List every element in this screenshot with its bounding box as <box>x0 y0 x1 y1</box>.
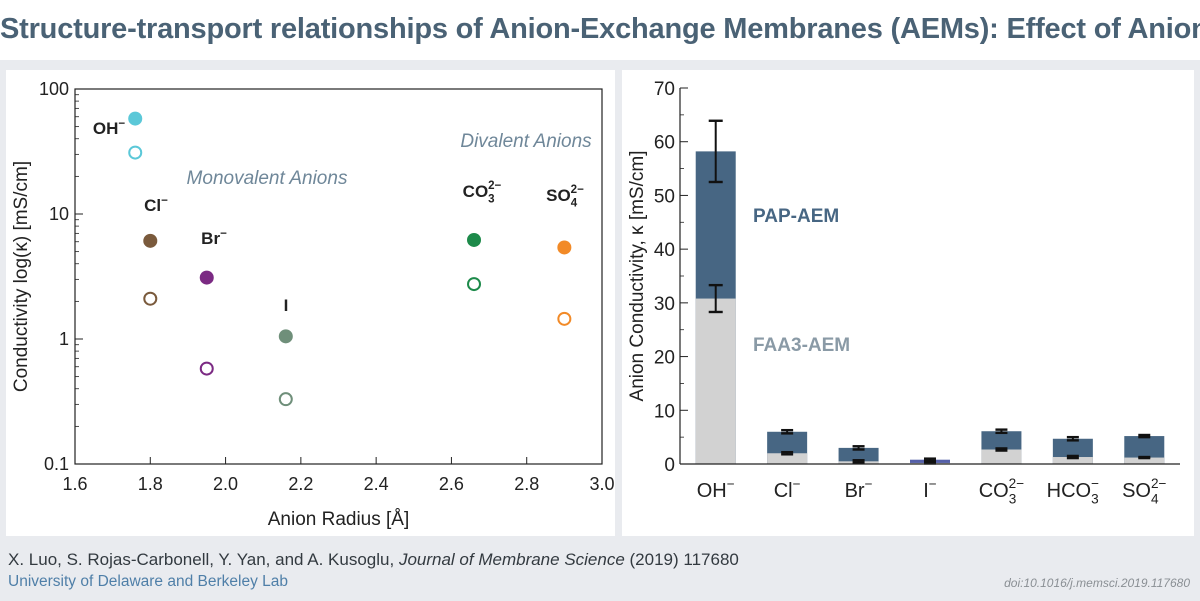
data-point-filled <box>143 233 158 248</box>
page-title: Structure-transport relationships of Ani… <box>0 0 1200 60</box>
bar-pap-aem <box>838 447 879 464</box>
x-tick-label: 2.2 <box>288 474 313 494</box>
y-tick-label: 40 <box>654 240 675 261</box>
data-point-open <box>278 392 293 407</box>
point-label: CO32− <box>463 180 502 205</box>
data-point-open <box>467 277 482 292</box>
x-tick-label: 3.0 <box>589 474 614 494</box>
point-label: OH− <box>93 118 126 138</box>
x-category-label: Cl− <box>774 477 801 502</box>
x-tick-label: 2.4 <box>364 474 389 494</box>
point-label: Cl− <box>144 195 168 215</box>
annotation-monovalent: Monovalent Anions <box>187 168 348 189</box>
citation: X. Luo, S. Rojas-Carbonell, Y. Yan, and … <box>8 550 739 570</box>
footer: X. Luo, S. Rojas-Carbonell, Y. Yan, and … <box>0 541 1200 601</box>
y-axis-label: Anion Conductivity, κ [mS/cm] <box>627 151 648 402</box>
x-category-label: SO42− <box>1122 476 1166 507</box>
y-tick-label: 60 <box>654 133 675 154</box>
bar-chart: 0 10 20 30 40 50 60 70 OH− Cl− Br− I− CO32− HCO3− SO42… <box>627 79 1180 507</box>
series-label-pap-aem: PAP-AEM <box>753 206 839 227</box>
x-tick-label: 2.6 <box>439 474 464 494</box>
y-tick-label: 10 <box>49 204 69 224</box>
x-category-label: OH− <box>697 477 735 502</box>
data-point-open <box>128 145 143 160</box>
y-tick-label: 1 <box>59 329 69 349</box>
bar-panel: 0 10 20 30 40 50 60 70 OH− Cl− Br− I− CO32− HCO3− SO42… <box>622 70 1194 536</box>
bar-faa3-aem <box>1052 457 1093 464</box>
y-tick-label: 70 <box>654 79 675 100</box>
affiliation: University of Delaware and Berkeley Lab <box>8 573 288 590</box>
data-point-open <box>199 361 214 376</box>
data-point-open <box>143 291 158 306</box>
x-tick-label: 1.6 <box>62 474 87 494</box>
scatter-panel: 1.6 1.8 2.0 2.2 2.4 2.6 2.8 3.0 0.1 1 10 100 Anion R… <box>6 70 615 536</box>
x-tick-label: 2.8 <box>514 474 539 494</box>
point-label: Br− <box>201 228 227 248</box>
bar-faa3-aem <box>767 453 808 464</box>
doi-link[interactable]: doi:10.1016/j.memsci.2019.117680 <box>1004 576 1190 590</box>
citation-year: (2019) 117680 <box>624 550 739 569</box>
data-point-filled <box>557 240 572 255</box>
y-tick-label: 100 <box>39 79 69 99</box>
data-point-filled <box>199 270 214 285</box>
scatter-chart: 1.6 1.8 2.0 2.2 2.4 2.6 2.8 3.0 0.1 1 10 100 Anion R… <box>11 79 615 530</box>
x-category-label: Br− <box>845 477 873 502</box>
data-point-filled <box>467 232 482 247</box>
citation-journal: Journal of Membrane Science <box>398 550 625 569</box>
point-label: SO42− <box>546 184 584 209</box>
y-axis-label: Conductivity log(κ) [mS/cm] <box>11 161 32 392</box>
series-label-faa3-aem: FAA3-AEM <box>753 335 850 356</box>
data-point-filled <box>128 111 143 126</box>
citation-authors: X. Luo, S. Rojas-Carbonell, Y. Yan, and … <box>8 550 399 569</box>
y-tick-label: 20 <box>654 348 675 369</box>
bar-faa3-aem <box>1124 457 1165 464</box>
bar-faa3-aem <box>981 449 1022 464</box>
y-tick-label: 30 <box>654 294 675 315</box>
point-label: I <box>284 296 289 315</box>
y-tick-label: 0.1 <box>44 454 69 474</box>
y-tick-label: 0 <box>664 455 675 476</box>
data-point-open <box>557 311 572 326</box>
x-axis-label: Anion Radius [Å] <box>268 509 410 530</box>
y-tick-label: 50 <box>654 186 675 207</box>
x-tick-label: 2.0 <box>213 474 238 494</box>
plot-frame <box>74 88 603 465</box>
annotation-divalent: Divalent Anions <box>460 131 592 152</box>
data-point-filled <box>278 329 293 344</box>
x-category-label: I− <box>923 477 937 502</box>
bar-faa3-aem <box>695 298 736 464</box>
x-category-label: CO32− <box>979 476 1025 507</box>
x-tick-label: 1.8 <box>138 474 163 494</box>
y-tick-label: 10 <box>654 401 675 422</box>
x-category-label: HCO3− <box>1047 476 1099 507</box>
